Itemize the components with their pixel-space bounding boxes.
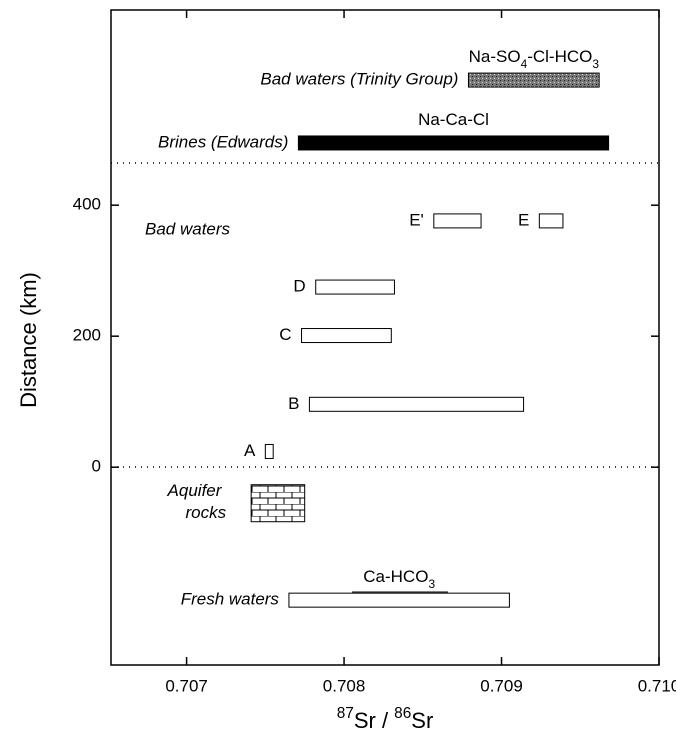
x-axis-label: 87Sr / 86Sr [337,705,434,733]
range-bar [434,214,481,228]
bar-label: C [279,325,291,344]
bar-label: B [288,394,299,413]
chart: Distance (km) 87Sr / 86Sr 0.707 0.708 0.70… [0,0,676,746]
bar-label: Bad waters (Trinity Group) [260,70,458,89]
composition-label: Ca-HCO3 [363,568,435,592]
range-bar [289,593,509,607]
range-bar [468,73,599,87]
y-tick-label: 400 [73,195,101,214]
range-bar [316,280,395,294]
composition-label: Na-SO4-Cl-HCO3 [469,48,600,72]
bar-label: E' [409,210,424,229]
range-bar [298,136,608,150]
x-tick-label: 0.707 [165,676,208,695]
x-tick-label: 0.709 [480,676,523,695]
range-bar [265,444,273,458]
bar-label: Fresh waters [181,590,280,609]
bar-label: Brines (Edwards) [158,132,288,151]
range-bar [302,329,392,343]
range-bar [251,485,305,522]
bar-label: A [244,441,256,460]
bar-label: E [518,210,529,229]
range-bar [539,214,563,228]
y-axis-label: Distance (km) [16,272,41,408]
x-tick-label: 0.710 [638,676,676,695]
composition-label: Na-Ca-Cl [418,110,489,129]
bar-label: D [293,277,305,296]
bar-label: Aquifer rocks [167,482,227,523]
y-tick-label: 0 [92,457,101,476]
group-label: Bad waters [145,219,231,238]
range-bar [309,397,523,411]
y-tick-label: 200 [73,326,101,345]
x-tick-label: 0.708 [323,676,366,695]
